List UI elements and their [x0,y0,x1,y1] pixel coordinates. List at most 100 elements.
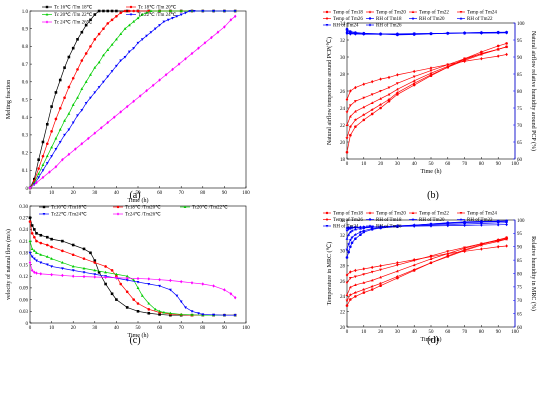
y2-tick-label: 75 [517,107,523,112]
y-tick-label: 28 [340,73,346,78]
data-point [480,50,483,54]
data-point [30,232,34,235]
data-point [395,82,399,85]
data-point [110,269,114,272]
data-point [429,66,433,70]
data-point [505,42,508,45]
legend-marker [42,205,46,209]
data-point [35,239,38,243]
data-point [412,32,416,36]
data-point [370,270,374,274]
data-point [67,85,71,89]
data-point [201,313,205,316]
data-point [362,82,366,86]
legend-label: Temp of Tm22 [419,212,449,217]
data-point [30,255,34,259]
data-point [166,18,170,22]
y-tick-label: 0.5 [22,98,29,103]
data-point [71,274,75,278]
y-tick-label: 30 [340,56,346,61]
data-point [395,90,400,95]
data-point [353,290,358,295]
data-point [480,223,483,227]
data-point [177,62,181,66]
data-point [76,114,79,117]
data-point [395,264,399,267]
data-point [345,247,349,251]
y-tick-label: 22 [340,124,346,129]
legend-label: Temp of Tm24 [467,212,497,217]
y2-tick-label: 70 [517,299,523,304]
data-point [349,32,352,36]
x-tick-label: 70 [462,330,468,335]
legend-label: Temp of Tm26 [333,218,363,223]
data-point [104,282,107,286]
data-point [76,96,79,99]
data-point [349,89,352,93]
data-point [223,25,226,29]
chart-panel-2: 0 10 20 30 40 50 60 70 80 90 100 0 0.03 0.06 0.09 0.12 0… [5,205,250,339]
data-point [54,148,58,151]
series-0 [28,216,237,317]
data-point [93,268,97,272]
data-point [362,287,366,292]
data-point [84,23,88,27]
y2-tick-label: 100 [517,22,525,27]
series-9 [345,222,508,230]
y-tick-label: 0 [26,187,29,192]
legend-label: RH of Tm18 [376,17,402,22]
y2-tick-label: 70 [517,124,523,129]
data-point [395,87,399,91]
data-point [158,9,162,13]
plot-frame [29,10,247,189]
data-point [61,249,64,253]
x-axis-label: Time (h) [128,332,149,339]
data-point [192,9,196,13]
data-point [379,284,382,288]
data-point [35,232,38,235]
series-3 [28,251,237,317]
x-tick-label: 80 [200,326,206,331]
data-point [106,120,110,125]
data-point [147,308,151,311]
legend-marker [129,5,133,9]
data-point [345,226,349,230]
data-point [80,87,84,90]
data-point [346,242,351,246]
data-point [158,313,161,316]
data-point [168,9,172,13]
x-tick-label: 90 [222,326,228,331]
legend: Tc 16℃ /Tm 18℃ Tc 18℃ /Tm 20℃ Tc 20℃ /Tm 2… [42,5,177,26]
data-point [41,169,45,172]
data-point [50,105,53,108]
data-point [379,268,383,272]
data-point [348,124,353,129]
y2-tick-label: 80 [517,272,523,277]
y-tick-label: 0.21 [19,240,28,245]
data-point [349,245,352,249]
data-point [76,68,79,71]
data-point [125,290,129,294]
data-point [119,59,123,63]
chart-panel-3: 0 10 20 30 40 50 60 70 80 90 100 20 22 24 26 28 30 32 34 60… [323,211,537,343]
data-point [362,225,366,229]
data-point [136,9,140,13]
data-point [354,85,357,90]
data-point [28,239,32,243]
data-point [345,29,349,33]
x-tick-label: 20 [378,162,384,167]
x-tick-label: 0 [29,191,32,196]
data-point [132,9,135,13]
data-point [71,121,75,125]
data-point [379,32,382,36]
data-point [147,311,151,315]
data-point [396,73,399,77]
data-point [179,279,183,284]
data-point [345,31,349,36]
data-point [158,284,162,288]
data-point [125,104,129,109]
data-point [132,47,136,50]
x-tick-label: 40 [412,162,418,167]
data-point [233,9,237,13]
data-point [175,15,179,18]
